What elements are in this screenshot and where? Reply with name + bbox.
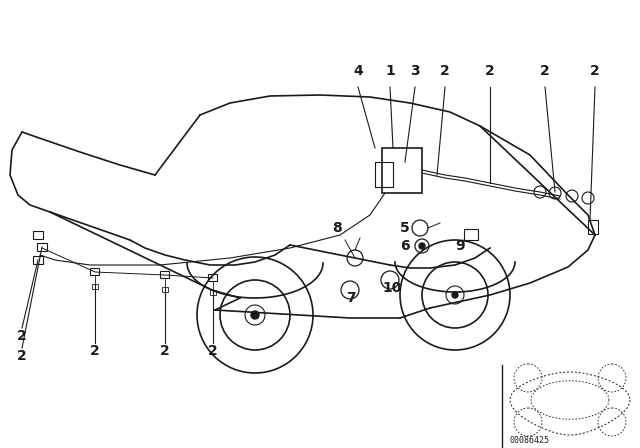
- Bar: [382, 148, 422, 193]
- Text: 2: 2: [590, 64, 600, 78]
- Text: 5: 5: [400, 221, 410, 235]
- Circle shape: [452, 292, 458, 298]
- Text: 00086425: 00086425: [510, 436, 550, 445]
- Bar: [588, 220, 598, 234]
- Text: 2: 2: [208, 344, 218, 358]
- Bar: [33, 231, 43, 239]
- Text: 2: 2: [485, 64, 495, 78]
- Text: 9: 9: [455, 239, 465, 253]
- Text: 10: 10: [382, 281, 402, 295]
- Text: 6: 6: [400, 239, 410, 253]
- Text: 1: 1: [385, 64, 395, 78]
- Bar: [162, 287, 168, 292]
- Text: 7: 7: [346, 291, 356, 305]
- Bar: [33, 256, 43, 264]
- Bar: [37, 243, 47, 251]
- Bar: [160, 271, 169, 278]
- Text: 2: 2: [160, 344, 170, 358]
- Text: 2: 2: [17, 349, 27, 363]
- Text: 3: 3: [410, 64, 420, 78]
- Bar: [210, 290, 216, 295]
- Bar: [92, 284, 98, 289]
- Text: 2: 2: [540, 64, 550, 78]
- Text: 8: 8: [332, 221, 342, 235]
- Text: 2: 2: [90, 344, 100, 358]
- Text: 2: 2: [17, 329, 27, 343]
- Circle shape: [251, 311, 259, 319]
- Bar: [208, 274, 217, 281]
- Circle shape: [419, 243, 425, 249]
- Bar: [375, 162, 393, 187]
- Bar: [464, 229, 478, 240]
- Bar: [90, 268, 99, 275]
- Text: 2: 2: [440, 64, 450, 78]
- Text: 4: 4: [353, 64, 363, 78]
